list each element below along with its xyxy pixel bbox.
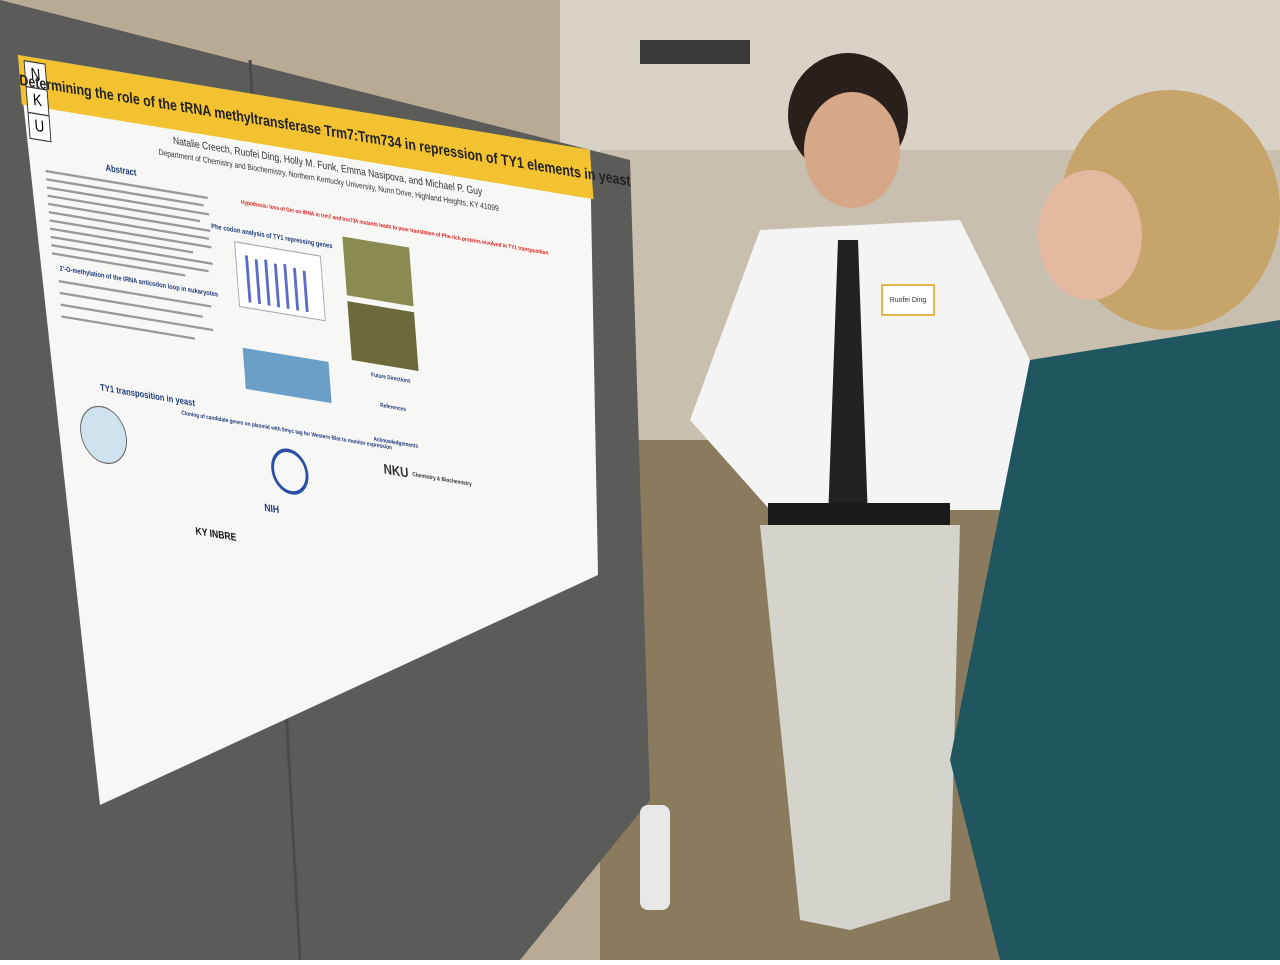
badge-name: Ruofei Ding (890, 297, 927, 304)
poster (18, 55, 598, 805)
abstract-text (45, 169, 213, 277)
methylation-text (58, 280, 214, 340)
table-figure (242, 347, 332, 404)
plasmid (271, 448, 309, 495)
name-badge (881, 284, 935, 316)
projector (640, 40, 750, 64)
face (1038, 170, 1142, 300)
logo-box (27, 111, 52, 143)
logo-letter: U (34, 116, 45, 136)
section-heading: Abstract (105, 162, 137, 178)
section-heading: References (380, 403, 406, 414)
growth-plates (347, 301, 419, 372)
logo-letter: K (32, 91, 42, 111)
cell-diagram (80, 405, 127, 464)
water-bottle (640, 805, 670, 910)
growth-plates (342, 236, 414, 307)
bar-chart-figure (234, 241, 326, 322)
title-bar (18, 55, 594, 200)
tie (828, 240, 868, 520)
belt (768, 503, 950, 525)
logo-letter: N (30, 65, 41, 85)
nku-logo: NKU (383, 460, 409, 480)
patterned-dress (950, 320, 1280, 960)
white-shirt (690, 220, 1050, 510)
face (804, 92, 900, 208)
trousers (760, 525, 960, 930)
nih-logo: NIH (264, 502, 280, 516)
